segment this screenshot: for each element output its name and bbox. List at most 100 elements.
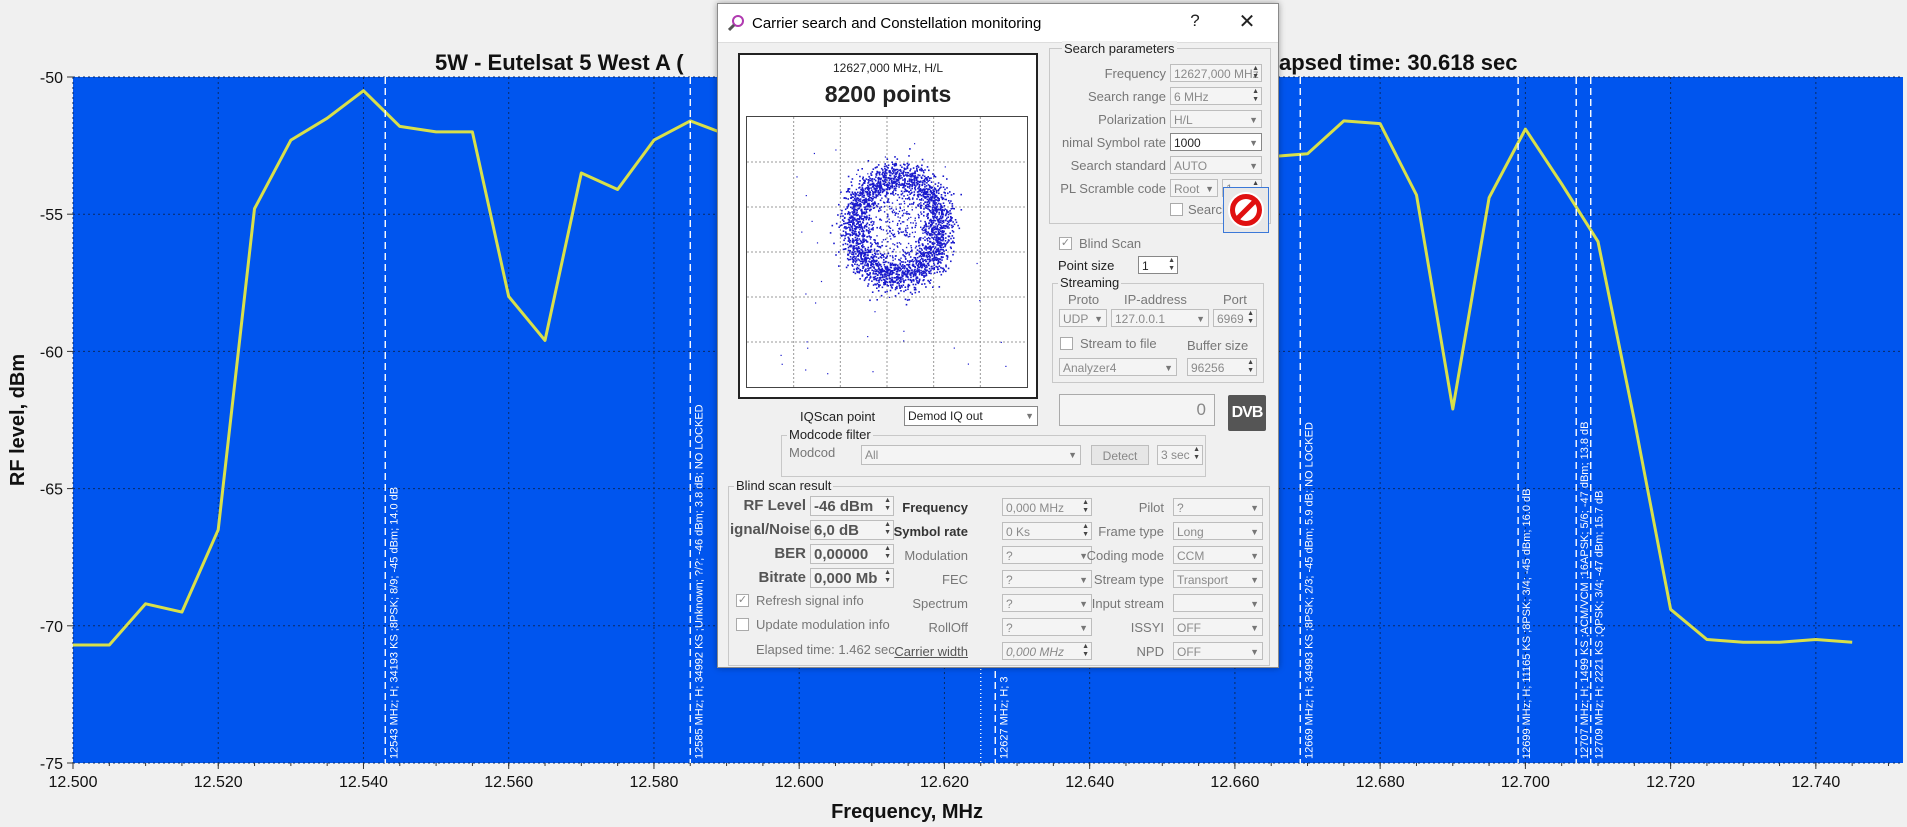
analyzer-select[interactable]: Analyzer4 ▼ bbox=[1059, 358, 1177, 376]
constellation-point bbox=[850, 196, 853, 199]
port-input[interactable]: 6969 ▲ ▼ bbox=[1213, 309, 1257, 327]
constellation-point bbox=[925, 204, 927, 207]
constellation-point bbox=[882, 179, 884, 182]
constellation-point bbox=[932, 217, 935, 220]
constellation-point bbox=[866, 204, 869, 206]
constellation-point bbox=[877, 191, 879, 193]
constellation-point bbox=[908, 183, 910, 185]
constellation-point bbox=[880, 265, 883, 268]
stream-type-select[interactable]: Transport ▼ bbox=[1173, 570, 1263, 588]
constellation-point bbox=[864, 211, 866, 214]
constellation-point bbox=[930, 225, 932, 227]
constellation-point bbox=[908, 155, 910, 157]
constellation-point bbox=[895, 189, 897, 192]
constellation-point bbox=[923, 189, 926, 192]
iqscan-select[interactable]: Demod IQ out ▼ bbox=[904, 406, 1038, 426]
constellation-point bbox=[913, 288, 916, 291]
constellation-point bbox=[932, 259, 934, 262]
constellation-point bbox=[891, 262, 894, 265]
constellation-point bbox=[865, 223, 868, 226]
constellation-point bbox=[950, 194, 953, 196]
constellation-point bbox=[906, 211, 908, 213]
constellation-point bbox=[946, 211, 949, 214]
constellation-point bbox=[930, 234, 932, 237]
constellation-point bbox=[867, 336, 869, 338]
constellation-point bbox=[838, 251, 840, 253]
carrier-width-label[interactable]: Carrier width bbox=[894, 644, 968, 659]
stream-to-file-checkbox[interactable] bbox=[1060, 337, 1073, 350]
constellation-point bbox=[849, 233, 852, 236]
constellation-point bbox=[850, 244, 852, 247]
point-size-input[interactable]: 1 ▲ ▼ bbox=[1138, 256, 1178, 274]
constellation-point bbox=[881, 268, 884, 271]
constellation-point bbox=[877, 270, 880, 273]
symbol-rate-select[interactable]: 1000 ▼ bbox=[1170, 133, 1262, 151]
constellation-point bbox=[864, 198, 867, 201]
constellation-point bbox=[925, 228, 927, 230]
constellation-point bbox=[893, 172, 895, 174]
help-button[interactable]: ? bbox=[1190, 11, 1200, 30]
constellation-point bbox=[854, 205, 857, 207]
buffer-size-input[interactable]: 96256 ▲ ▼ bbox=[1187, 358, 1257, 376]
constellation-point bbox=[864, 188, 867, 190]
carrier-search-dialog[interactable]: Carrier search and Constellation monitor… bbox=[717, 3, 1279, 668]
constellation-point bbox=[902, 270, 904, 272]
constellation-point bbox=[922, 170, 924, 172]
search-standard-select[interactable]: AUTO ▼ bbox=[1170, 156, 1262, 174]
constellation-point bbox=[868, 232, 870, 235]
constellation-point bbox=[885, 193, 888, 196]
search-range-input[interactable]: 6 MHz ▲ ▼ bbox=[1170, 87, 1262, 105]
update-modulation-checkbox[interactable] bbox=[736, 618, 749, 631]
constellation-point bbox=[873, 270, 875, 272]
frequency-input[interactable]: 12627,000 MHz ▲ ▼ bbox=[1170, 64, 1262, 82]
input-stream-select[interactable]: ▼ bbox=[1173, 594, 1263, 612]
pilot-select[interactable]: ? ▼ bbox=[1173, 498, 1263, 516]
coding-mode-select[interactable]: CCM ▼ bbox=[1173, 546, 1263, 564]
constellation-point bbox=[851, 203, 854, 205]
constellation-point bbox=[931, 222, 934, 224]
constellation-point bbox=[855, 218, 857, 221]
constellation-point bbox=[858, 243, 861, 245]
polarization-select[interactable]: H/L ▼ bbox=[1170, 110, 1262, 128]
constellation-point bbox=[967, 363, 969, 365]
constellation-point bbox=[935, 227, 937, 230]
constellation-point bbox=[899, 169, 902, 171]
ip-address-select[interactable]: 127.0.0.1 ▼ bbox=[1111, 309, 1209, 327]
stop-button[interactable] bbox=[1223, 187, 1269, 233]
rolloff-select[interactable]: ? ▼ bbox=[1002, 618, 1092, 636]
constellation-point bbox=[867, 188, 869, 191]
modulation-label: Modulation bbox=[904, 548, 968, 563]
constellation-point bbox=[915, 276, 918, 279]
spectrum-label: Spectrum bbox=[912, 596, 968, 611]
constellation-point bbox=[864, 251, 867, 254]
modcode-select[interactable]: All ▼ bbox=[861, 445, 1081, 465]
constellation-point bbox=[923, 252, 925, 255]
fec-select[interactable]: ? ▼ bbox=[1002, 570, 1092, 588]
constellation-point bbox=[898, 176, 901, 178]
modulation-select[interactable]: ? ▼ bbox=[1002, 546, 1092, 564]
proto-select[interactable]: UDP ▼ bbox=[1059, 309, 1107, 327]
npd-select[interactable]: OFF ▼ bbox=[1173, 642, 1263, 660]
constellation-point bbox=[864, 180, 866, 182]
constellation-point bbox=[924, 245, 927, 247]
constellation-point bbox=[851, 184, 853, 187]
frame-type-select[interactable]: Long ▼ bbox=[1173, 522, 1263, 540]
pl-scramble-mode-select[interactable]: Root ▼ bbox=[1170, 179, 1218, 197]
dialog-titlebar[interactable]: Carrier search and Constellation monitor… bbox=[718, 4, 1278, 43]
detect-button[interactable]: Detect bbox=[1091, 445, 1149, 465]
constellation-point bbox=[898, 280, 901, 282]
constellation-point bbox=[869, 209, 871, 212]
constellation-point bbox=[915, 176, 918, 179]
detect-seconds-input[interactable]: 3 sec ▲ ▼ bbox=[1157, 445, 1203, 465]
search-pls-checkbox[interactable] bbox=[1170, 203, 1183, 216]
constellation-point bbox=[882, 180, 885, 183]
issyi-select[interactable]: OFF ▼ bbox=[1173, 618, 1263, 636]
constellation-point bbox=[885, 183, 888, 186]
constellation-point bbox=[807, 347, 809, 349]
blind-scan-checkbox[interactable]: ✓ bbox=[1059, 237, 1072, 250]
spectrum-select[interactable]: ? ▼ bbox=[1002, 594, 1092, 612]
refresh-signal-checkbox[interactable]: ✓ bbox=[736, 594, 749, 607]
close-button[interactable]: ✕ bbox=[1238, 11, 1256, 33]
constellation-display[interactable]: 12627,000 MHz, H/L 8200 points bbox=[738, 53, 1038, 399]
constellation-point bbox=[863, 206, 866, 208]
